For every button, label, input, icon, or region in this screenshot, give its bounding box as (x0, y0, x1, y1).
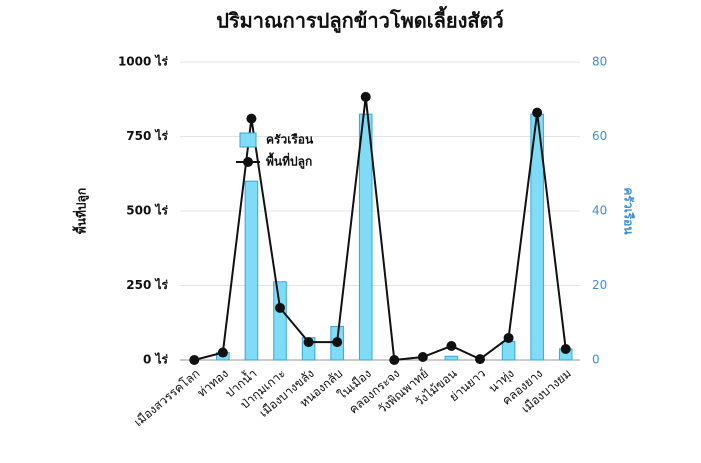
line-point (189, 355, 200, 365)
y-tick-label: 500 ไร่ (126, 203, 168, 218)
legend-swatch (243, 157, 253, 167)
bar (501, 340, 516, 361)
y-tick-label: 750 ไร่ (126, 128, 168, 143)
y2-axis-title: ครัวเรือน (622, 187, 636, 235)
line-point (503, 332, 514, 343)
line-point (246, 113, 257, 124)
chart-title: ปริมาณการปลูกข้าวโพดเลี้ยงสัตว์ (216, 6, 504, 35)
y-tick-label: 250 ไร่ (126, 277, 168, 292)
line-point (332, 337, 343, 348)
line-point (389, 355, 400, 365)
y-axis-title: พื้นที่ปลูก (72, 188, 90, 234)
legend-label: พื้นที่ปลูก (266, 152, 312, 170)
line-point (417, 352, 428, 363)
bar (273, 281, 287, 361)
line-point (303, 337, 314, 348)
x-tick-label: เมืองสวรรคโลก (131, 366, 202, 429)
bar (444, 355, 459, 361)
line-point (475, 354, 485, 365)
y-tick-label: 1000 ไร่ (118, 54, 169, 69)
line-point (360, 91, 371, 102)
line-point (275, 302, 285, 313)
y2-tick-label: 60 (592, 129, 607, 143)
line-point (560, 343, 571, 354)
y2-tick-label: 20 (592, 278, 607, 292)
bar (358, 113, 373, 361)
line (194, 96, 567, 362)
bar (244, 180, 259, 361)
line-point (532, 107, 543, 118)
y2-tick-label: 0 (592, 353, 600, 367)
legend-label: ครัวเรือน (266, 133, 314, 147)
line-point (446, 340, 457, 351)
legend-swatch (239, 132, 257, 148)
y-tick-label: 0 ไร่ (143, 352, 169, 367)
y2-tick-label: 80 (592, 55, 607, 69)
y2-tick-label: 40 (592, 204, 607, 218)
line-point (217, 347, 228, 358)
